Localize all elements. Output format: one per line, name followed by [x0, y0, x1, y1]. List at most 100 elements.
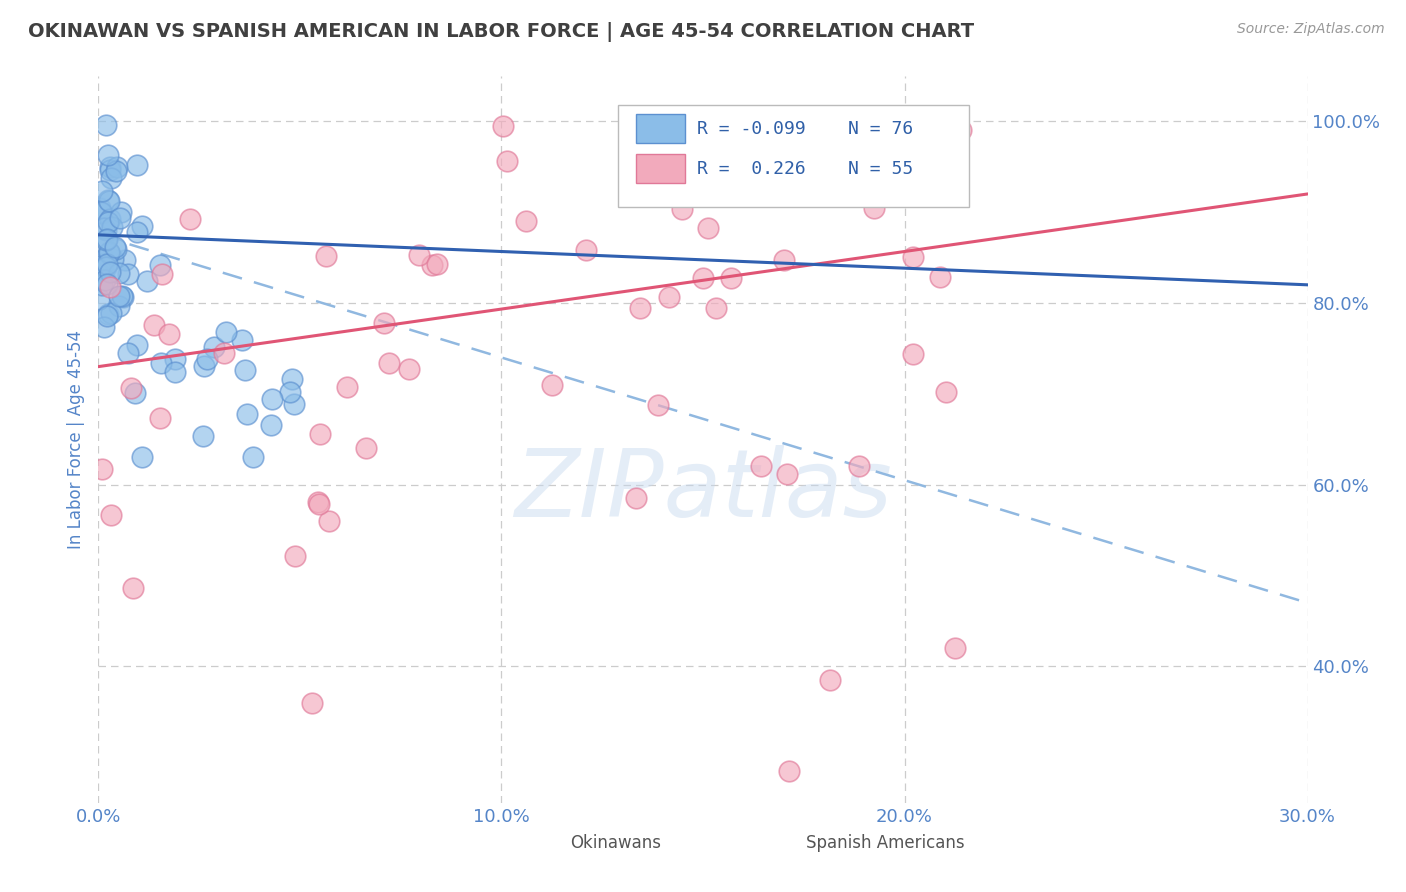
- Point: [97, 148, 120, 162]
- Point: [776, 467, 799, 481]
- Point: [283, 397, 305, 411]
- Point: [111, 290, 134, 304]
- Point: [284, 549, 307, 563]
- Point: [97, 307, 120, 321]
- Text: Spanish Americans: Spanish Americans: [806, 834, 965, 852]
- Point: [515, 214, 537, 228]
- Point: [100, 508, 122, 523]
- Point: [89, 262, 111, 277]
- Point: [236, 407, 259, 421]
- Point: [125, 225, 148, 239]
- Point: [260, 417, 283, 432]
- Text: OKINAWAN VS SPANISH AMERICAN IN LABOR FORCE | AGE 45-54 CORRELATION CHART: OKINAWAN VS SPANISH AMERICAN IN LABOR FO…: [28, 22, 974, 42]
- Point: [91, 258, 114, 272]
- Point: [91, 278, 114, 293]
- Point: [212, 346, 235, 360]
- Point: [309, 427, 332, 442]
- Point: [149, 411, 172, 425]
- Point: [233, 363, 256, 377]
- Point: [495, 153, 517, 168]
- Point: [97, 193, 120, 207]
- Point: [117, 267, 139, 281]
- Point: [420, 258, 443, 272]
- Point: [96, 257, 118, 271]
- Point: [242, 450, 264, 465]
- Text: R =  0.226: R = 0.226: [697, 160, 806, 178]
- Point: [105, 160, 128, 174]
- Point: [408, 248, 430, 262]
- Point: [89, 202, 111, 216]
- Point: [901, 251, 924, 265]
- Point: [848, 458, 870, 473]
- Point: [949, 123, 972, 137]
- Point: [94, 233, 117, 247]
- Point: [100, 306, 122, 320]
- Point: [373, 316, 395, 330]
- Point: [354, 442, 377, 456]
- Point: [94, 118, 117, 132]
- Point: [97, 194, 120, 208]
- Point: [117, 346, 139, 360]
- Point: [98, 280, 121, 294]
- Point: [773, 253, 796, 268]
- Point: [93, 235, 115, 250]
- Point: [720, 271, 742, 285]
- Point: [96, 231, 118, 245]
- Point: [903, 347, 925, 361]
- Point: [90, 184, 112, 198]
- Point: [135, 274, 157, 288]
- FancyBboxPatch shape: [619, 105, 969, 207]
- Point: [96, 277, 118, 291]
- Point: [281, 372, 304, 386]
- Point: [671, 202, 693, 216]
- Point: [163, 352, 186, 367]
- Point: [318, 514, 340, 528]
- Point: [647, 398, 669, 412]
- Point: [91, 461, 114, 475]
- FancyBboxPatch shape: [637, 154, 685, 184]
- Point: [98, 244, 121, 259]
- Point: [104, 163, 127, 178]
- Text: ZIPatlas: ZIPatlas: [515, 445, 891, 536]
- Point: [157, 326, 180, 341]
- Point: [191, 429, 214, 443]
- Point: [697, 220, 720, 235]
- Point: [778, 764, 800, 778]
- Text: Source: ZipAtlas.com: Source: ZipAtlas.com: [1237, 22, 1385, 37]
- Point: [97, 245, 120, 260]
- Point: [301, 696, 323, 710]
- Point: [103, 252, 125, 267]
- Point: [692, 271, 714, 285]
- Point: [943, 641, 966, 656]
- Point: [179, 211, 201, 226]
- Point: [628, 301, 651, 316]
- Point: [98, 160, 121, 174]
- Point: [575, 243, 598, 257]
- Point: [262, 392, 284, 407]
- Point: [114, 253, 136, 268]
- Point: [336, 380, 359, 394]
- Point: [728, 119, 751, 133]
- Point: [149, 258, 172, 272]
- Text: Okinawans: Okinawans: [569, 834, 661, 852]
- Point: [108, 211, 131, 225]
- Point: [110, 204, 132, 219]
- Point: [131, 450, 153, 465]
- Point: [378, 356, 401, 370]
- Point: [398, 361, 420, 376]
- Point: [315, 249, 337, 263]
- Point: [94, 223, 117, 237]
- Point: [818, 673, 841, 687]
- Point: [541, 378, 564, 392]
- Point: [120, 381, 142, 395]
- Point: [751, 458, 773, 473]
- Text: N = 55: N = 55: [848, 160, 914, 178]
- Point: [231, 333, 253, 347]
- Point: [93, 221, 115, 235]
- Point: [98, 265, 121, 279]
- Point: [862, 202, 884, 216]
- Text: N = 76: N = 76: [848, 120, 914, 138]
- Point: [808, 114, 831, 128]
- Point: [101, 220, 124, 235]
- Point: [90, 205, 112, 219]
